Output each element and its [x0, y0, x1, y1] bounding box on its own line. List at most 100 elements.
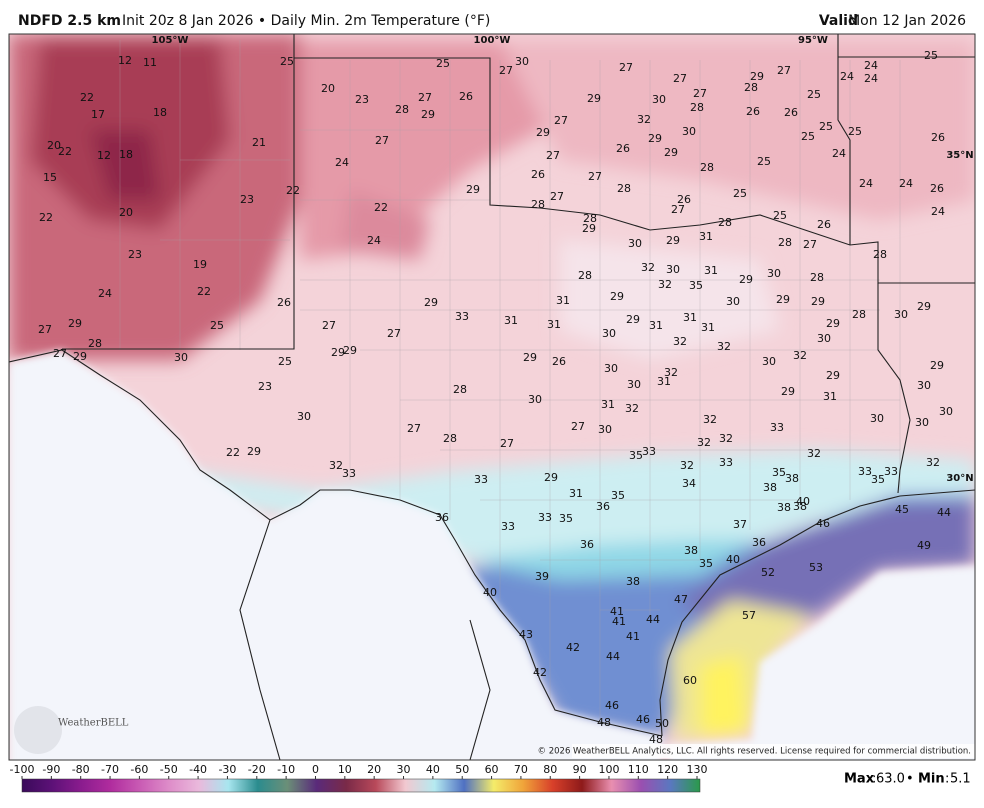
- station-value: 29: [739, 273, 753, 286]
- station-value: 18: [119, 148, 133, 161]
- station-value: 30: [297, 410, 311, 423]
- station-value: 27: [673, 72, 687, 85]
- colorbar-tick-label: 80: [543, 763, 557, 776]
- station-value: 26: [277, 296, 291, 309]
- station-value: 22: [226, 446, 240, 459]
- station-value: 29: [421, 108, 435, 121]
- station-value: 27: [777, 64, 791, 77]
- station-value: 27: [322, 319, 336, 332]
- station-value: 26: [616, 142, 630, 155]
- station-value: 32: [717, 340, 731, 353]
- station-value: 12: [97, 149, 111, 162]
- station-value: 32: [719, 432, 733, 445]
- station-value: 38: [793, 500, 807, 513]
- station-value: 20: [119, 206, 133, 219]
- station-value: 26: [817, 218, 831, 231]
- station-value: 47: [674, 593, 688, 606]
- graticule-labels: 105°W 100°W 95°W 35°N 30°N: [152, 35, 974, 484]
- copyright-bg: [572, 744, 975, 758]
- station-value: 31: [601, 398, 615, 411]
- station-value: 26: [930, 182, 944, 195]
- station-value: 48: [649, 733, 663, 746]
- station-value: 57: [742, 609, 756, 622]
- station-value: 35: [772, 466, 786, 479]
- station-value: 24: [840, 70, 854, 83]
- station-value: 24: [98, 287, 112, 300]
- temperature-field: [9, 34, 975, 740]
- county-lines: [119, 40, 901, 720]
- station-value: 36: [596, 500, 610, 513]
- station-value: 29: [750, 70, 764, 83]
- colorbar-tick-label: 90: [573, 763, 587, 776]
- station-value: 25: [773, 209, 787, 222]
- station-value: 28: [744, 81, 758, 94]
- station-value: 29: [610, 290, 624, 303]
- station-value: 42: [533, 666, 547, 679]
- station-value: 40: [726, 553, 740, 566]
- map-frame: [8, 33, 976, 761]
- station-value: 30: [528, 393, 542, 406]
- station-value: 40: [483, 586, 497, 599]
- colorbar-tick-label: 130: [687, 763, 708, 776]
- station-value: 26: [784, 106, 798, 119]
- station-value: 30: [817, 332, 831, 345]
- station-value: 29: [587, 92, 601, 105]
- station-value: 27: [571, 420, 585, 433]
- station-value: 27: [671, 203, 685, 216]
- mexico-land: [9, 350, 662, 760]
- station-value: 32: [680, 459, 694, 472]
- colorbar-tick-label: -20: [248, 763, 266, 776]
- station-value: 28: [443, 432, 457, 445]
- station-value: 38: [777, 501, 791, 514]
- colorbar-tick-label: 10: [338, 763, 352, 776]
- station-value: 32: [703, 413, 717, 426]
- station-value: 33: [858, 465, 872, 478]
- station-value: 26: [459, 90, 473, 103]
- logo-emblem: [14, 706, 62, 754]
- station-value: 35: [871, 473, 885, 486]
- station-value: 30: [939, 405, 953, 418]
- copyright: © 2026 WeatherBELL Analytics, LLC. All r…: [538, 747, 971, 757]
- station-value: 33: [884, 465, 898, 478]
- colon: :: [945, 772, 949, 787]
- graticule-label: 30°N: [946, 473, 973, 484]
- separator: •: [906, 772, 914, 787]
- station-value: 18: [153, 106, 167, 119]
- colorbar-tick-label: 70: [514, 763, 528, 776]
- station-value: 27: [387, 327, 401, 340]
- station-value: 24: [864, 72, 878, 85]
- colorbar-tick-label: 40: [426, 763, 440, 776]
- station-value: 28: [583, 212, 597, 225]
- station-value: 15: [43, 171, 57, 184]
- station-value: 22: [58, 145, 72, 158]
- station-value: 20: [47, 139, 61, 152]
- station-value: 33: [474, 473, 488, 486]
- station-value: 22: [197, 285, 211, 298]
- station-value: 38: [684, 544, 698, 557]
- station-value: 31: [569, 487, 583, 500]
- station-value: 29: [664, 146, 678, 159]
- station-value: 27: [500, 437, 514, 450]
- station-value: 22: [286, 184, 300, 197]
- station-value: 30: [627, 378, 641, 391]
- station-value: 26: [552, 355, 566, 368]
- station-value: 31: [649, 319, 663, 332]
- min-label: Min: [918, 772, 945, 787]
- colorbar-tick-label: -40: [189, 763, 207, 776]
- station-value: 35: [629, 449, 643, 462]
- station-value: 17: [91, 108, 105, 121]
- station-value: 27: [375, 134, 389, 147]
- station-value: 32: [625, 402, 639, 415]
- station-value: 31: [701, 321, 715, 334]
- station-value: 28: [395, 103, 409, 116]
- station-value: 38: [785, 472, 799, 485]
- colorbar-tick-label: -80: [72, 763, 90, 776]
- station-value: 44: [646, 613, 660, 626]
- station-value: 42: [566, 641, 580, 654]
- station-value: 30: [682, 125, 696, 138]
- graticule-label: 35°N: [946, 150, 973, 161]
- colorbar-tick-label: 60: [485, 763, 499, 776]
- station-value: 36: [580, 538, 594, 551]
- station-value: 36: [435, 511, 449, 524]
